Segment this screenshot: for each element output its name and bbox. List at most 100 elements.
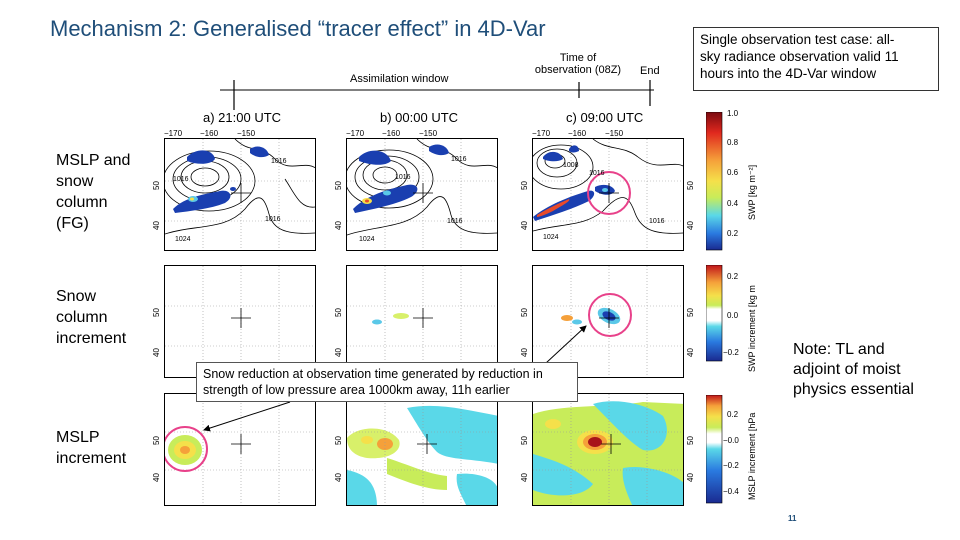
colorbar-swp — [706, 112, 723, 251]
colorbar-swp-increment — [706, 265, 723, 362]
obs-cross — [413, 183, 433, 203]
grid-lines — [533, 266, 683, 377]
contour-label: 1016 — [589, 170, 605, 177]
contour-label: 1016 — [173, 176, 189, 183]
row-label-line: column — [56, 309, 108, 326]
lon-tick: −150 — [237, 129, 256, 138]
contour-label: 1016 — [649, 218, 665, 225]
obs-cross — [231, 434, 251, 454]
note-text: Note: TL and adjoint of moist physics es… — [793, 340, 914, 400]
snow-column-blobs — [533, 145, 615, 221]
map-panel-b-fg: 1016 1016 1024 1016 — [346, 138, 498, 251]
column-header-a: a) 21:00 UTC — [203, 110, 282, 125]
snow-column-blobs — [353, 144, 449, 213]
row-label-mslp-snow: MSLP and snow column (FG) — [56, 150, 130, 234]
map-panel-c-fg: 1008 1016 1024 1016 — [532, 138, 684, 251]
increment-blobs — [347, 405, 497, 505]
grid-lines — [347, 394, 497, 505]
colorbar-tick: 0.8 — [727, 138, 739, 147]
highlight-circle — [588, 293, 632, 337]
colorbar-tick: 1.0 — [727, 109, 739, 118]
map-panel-a-mslp-increment — [164, 393, 316, 506]
colorbar-tick: 0.4 — [727, 199, 739, 208]
map-panel-c-snow-increment — [532, 265, 684, 378]
colorbar-tick: 0.0 — [727, 311, 739, 320]
grid-lines — [347, 266, 497, 377]
row-label-snow-increment: Snow column increment — [56, 286, 126, 349]
note-line: Note: TL and — [793, 341, 885, 358]
row-label-line: snow — [56, 173, 94, 190]
contour-labels: 1016 1016 1024 1016 — [359, 156, 467, 243]
grid-lines — [165, 266, 315, 377]
colorbar-tick: 0.2 — [727, 272, 739, 281]
map-panel-c-mslp-increment — [532, 393, 684, 506]
map-panel-b-snow-increment — [346, 265, 498, 378]
arrow-to-mslp-increment — [203, 401, 291, 432]
obs-label-line: Time of — [559, 52, 597, 64]
obs-cross — [413, 308, 433, 328]
obs-time-label: Time of observation (08Z) — [518, 52, 638, 76]
contour-label: 1024 — [175, 236, 191, 243]
contour-label: 1024 — [359, 236, 375, 243]
contour-labels: 1008 1016 1024 1016 — [543, 162, 665, 241]
map-panel-a-snow-increment — [164, 265, 316, 378]
info-box: Single observation test case: all- sky r… — [693, 27, 939, 91]
obs-label-line: observation (08Z) — [534, 64, 622, 76]
obs-cross — [601, 434, 621, 454]
timeline — [220, 80, 654, 110]
page-title: Mechanism 2: Generalised “tracer effect”… — [50, 16, 546, 41]
row-label-line: column — [56, 194, 108, 211]
row-label-line: increment — [56, 450, 127, 467]
end-label: End — [640, 65, 660, 77]
lon-tick: −160 — [382, 129, 401, 138]
callout-box: Snow reduction at observation time gener… — [196, 362, 578, 402]
colorbar-tick: −0.2 — [723, 348, 739, 357]
increment-blobs — [372, 313, 409, 325]
contour-labels: 1016 1016 1024 1016 — [173, 158, 287, 243]
grid-lines — [165, 394, 315, 505]
increment-blobs — [533, 401, 683, 505]
lon-tick: −170 — [346, 129, 365, 138]
contour-label: 1016 — [451, 156, 467, 163]
grid-lines — [533, 394, 683, 505]
contour-label: 1016 — [395, 174, 411, 181]
row-label-line: Snow — [56, 288, 97, 305]
mslp-contours — [533, 139, 683, 234]
obs-cross — [599, 183, 619, 203]
row-label-line: MSLP — [56, 429, 100, 446]
colorbar-tick: 0.2 — [727, 410, 739, 419]
row-label-mslp-increment: MSLP increment — [56, 427, 126, 469]
snow-column-blobs — [173, 146, 269, 213]
obs-cross — [231, 308, 251, 328]
colorbar-tick: −0.0 — [723, 436, 739, 445]
highlight-circle — [587, 171, 631, 215]
colorbar-tick: −0.2 — [723, 461, 739, 470]
row-label-line: (FG) — [56, 215, 89, 232]
obs-cross — [599, 308, 619, 328]
lon-tick: −170 — [164, 129, 183, 138]
lon-tick: −170 — [532, 129, 551, 138]
colorbar-tick: −0.4 — [723, 487, 739, 496]
colorbar-tick: 0.2 — [727, 229, 739, 238]
colorbar-tick: 0.6 — [727, 168, 739, 177]
lon-tick: −160 — [568, 129, 587, 138]
info-line: Single observation test case: all- — [700, 32, 895, 47]
note-line: adjoint of moist — [793, 361, 901, 378]
note-line: physics essential — [793, 381, 914, 398]
highlight-circle — [165, 426, 208, 472]
grid-lines — [533, 139, 683, 250]
lon-tick: −150 — [605, 129, 624, 138]
column-header-c: c) 09:00 UTC — [566, 110, 644, 125]
info-line: sky radiance observation valid 11 — [700, 49, 899, 64]
obs-cross — [231, 183, 251, 203]
increment-blobs — [168, 435, 202, 465]
page-number: 11 — [788, 514, 797, 523]
row-label-line: MSLP and — [56, 152, 131, 169]
contour-label: 1016 — [447, 218, 463, 225]
contour-label: 1016 — [265, 216, 281, 223]
assimilation-window-label: Assimilation window — [350, 73, 449, 85]
contour-label: 1024 — [543, 234, 559, 241]
lon-tick: −160 — [200, 129, 219, 138]
contour-label: 1016 — [271, 158, 287, 165]
